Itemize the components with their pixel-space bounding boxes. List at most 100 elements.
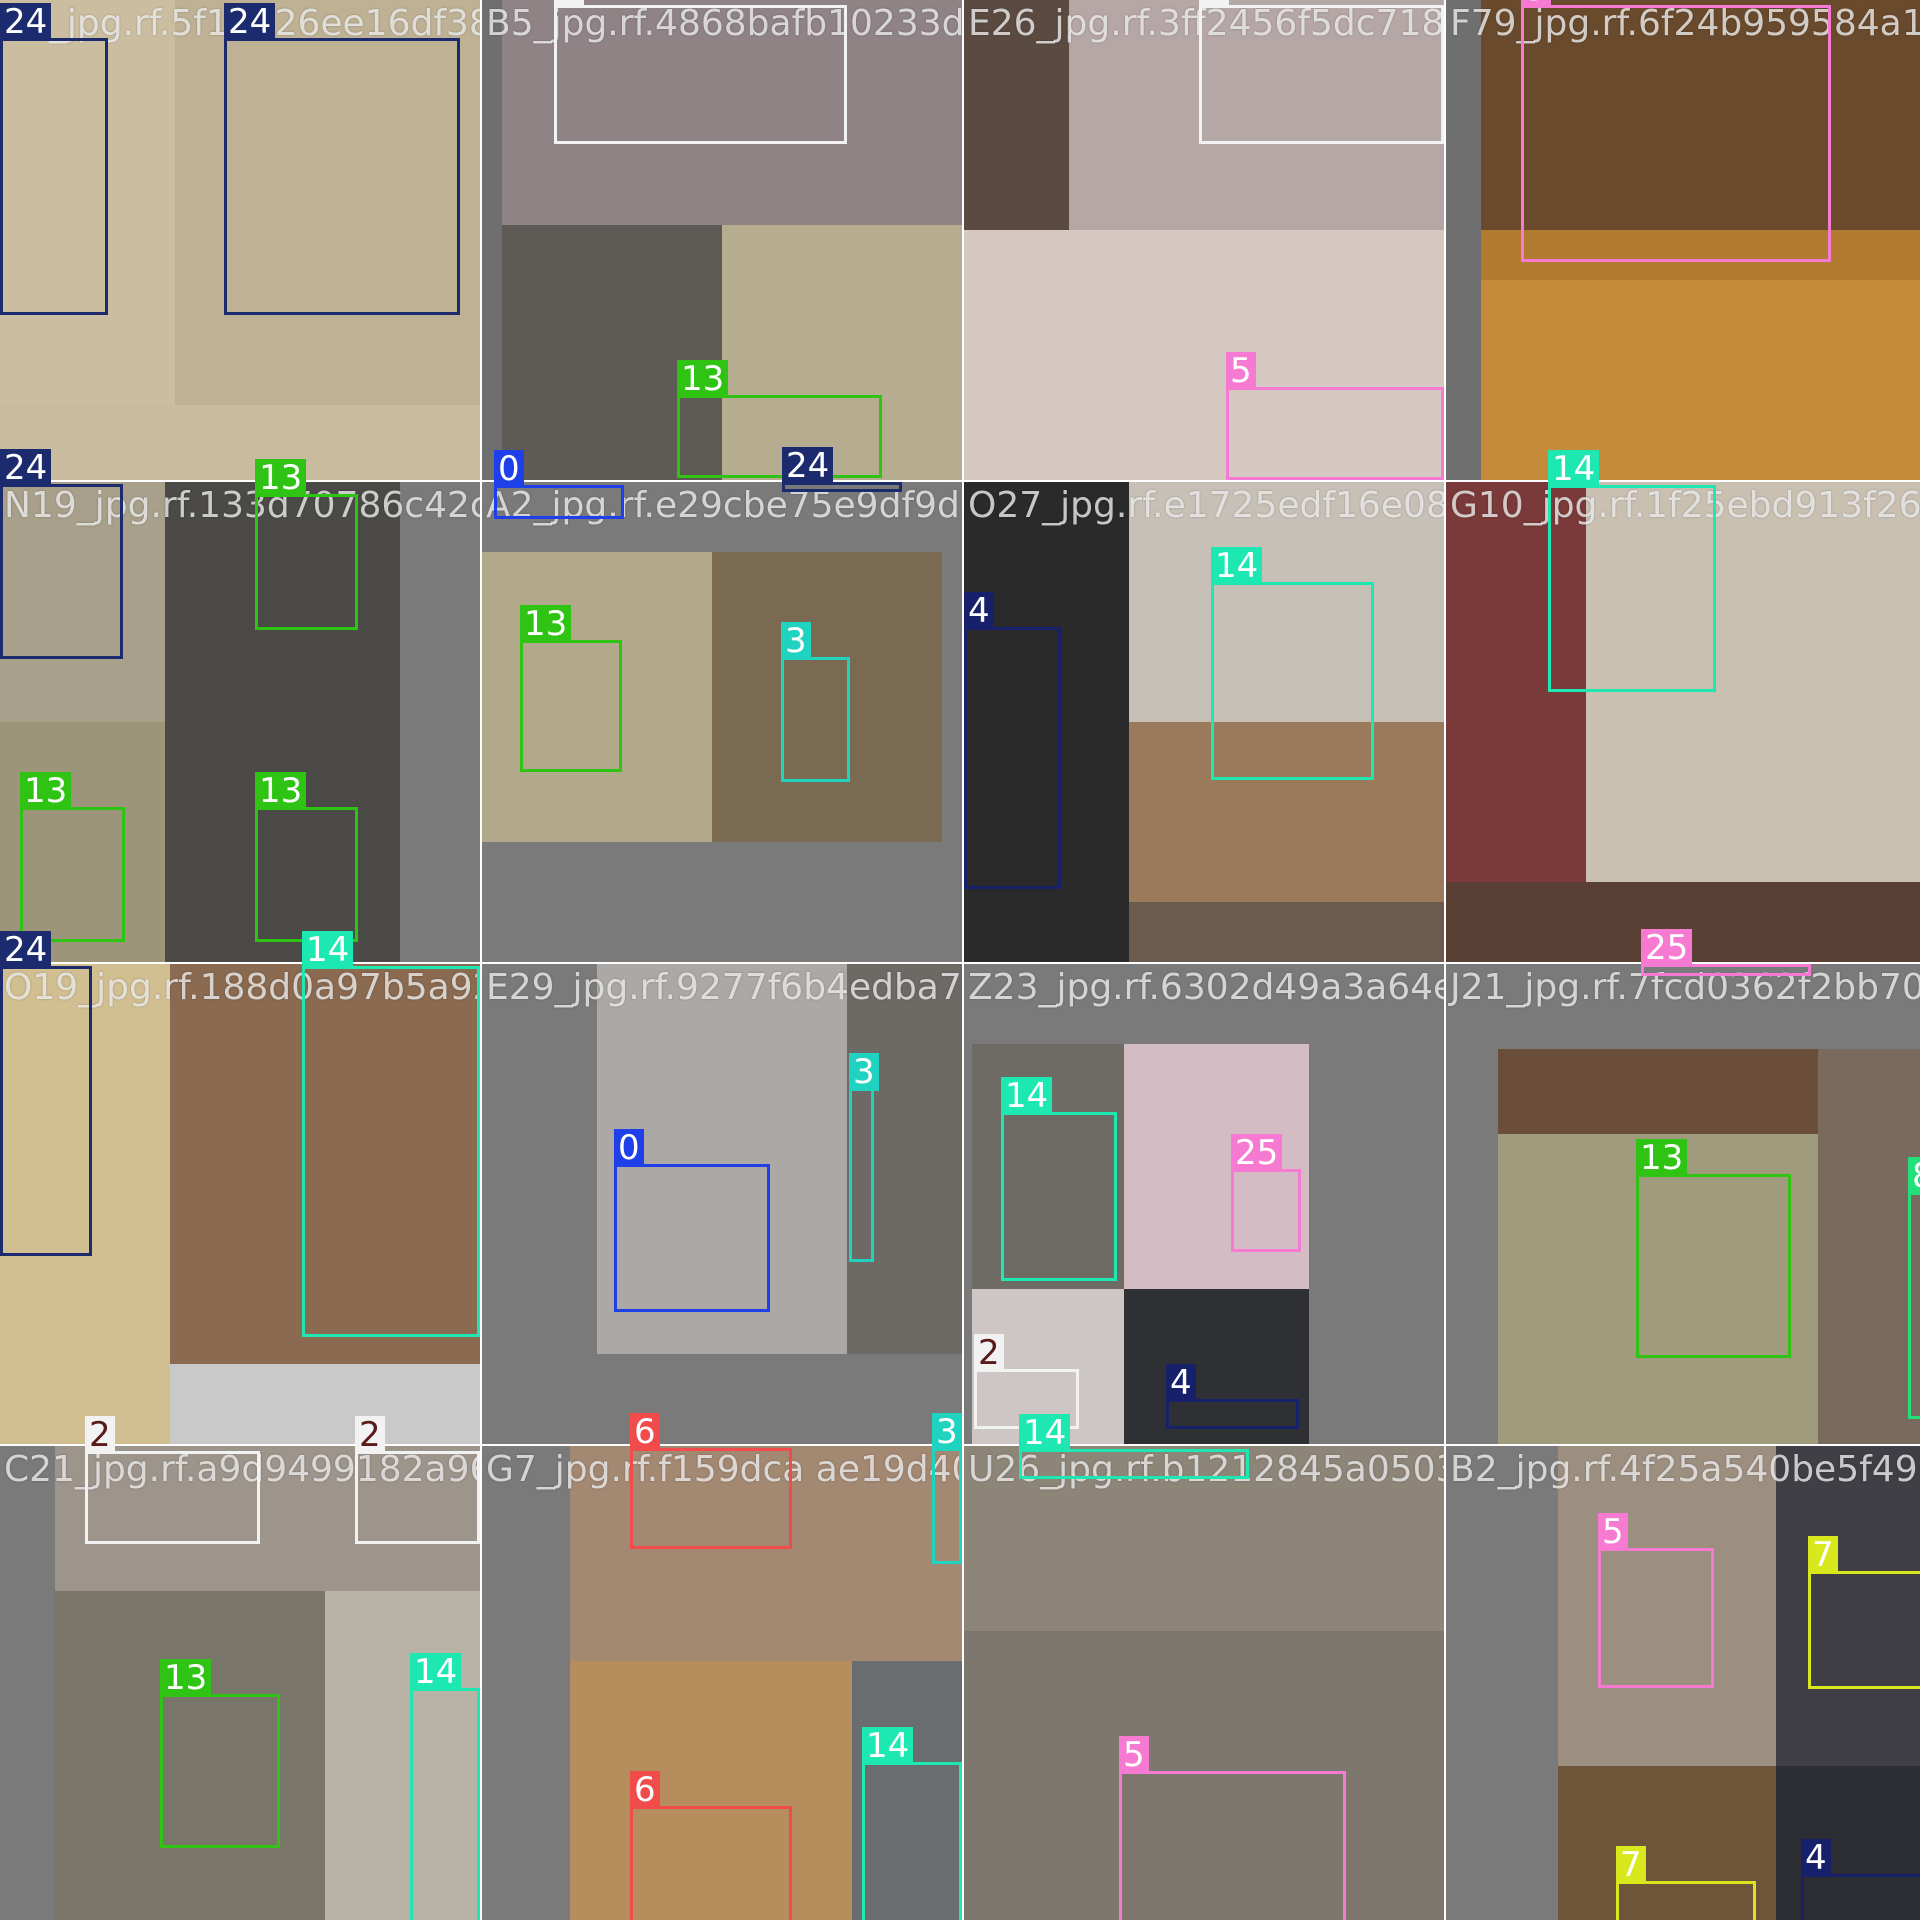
- photo-region: [847, 964, 962, 1354]
- mosaic-tile: O27_jpg.rf.e1725edf16e08ef92: [964, 482, 1444, 962]
- class-label: 2: [355, 1416, 385, 1454]
- class-label: 5: [1119, 1736, 1149, 1774]
- bounding-box: 5: [1226, 352, 1444, 480]
- photo-region: [1818, 1049, 1920, 1444]
- bounding-box: 14: [1019, 1414, 1249, 1479]
- bounding-box: 6: [630, 1413, 792, 1549]
- class-label: 24: [0, 931, 52, 969]
- mosaic-tile: Z23_jpg.rf.6302d49a3a64e378: [964, 964, 1444, 1444]
- photo-region: [325, 1591, 480, 1920]
- class-label: 13: [255, 459, 307, 497]
- photo-region: [502, 225, 722, 480]
- bounding-box: 25: [1641, 929, 1811, 976]
- bounding-box: 5: [1521, 0, 1831, 262]
- class-label: 25: [1641, 929, 1693, 967]
- class-label: 14: [1019, 1414, 1071, 1452]
- class-label: 7: [1808, 1536, 1838, 1574]
- mosaic-tile: B5_jpg.rf.4868bafb10233d183: [482, 0, 962, 480]
- bounding-box: 6: [630, 1771, 792, 1920]
- photo-region: [482, 1354, 962, 1444]
- bounding-box: 2: [1199, 0, 1444, 144]
- class-label: 5: [1226, 352, 1256, 390]
- bounding-box: 14: [1001, 1077, 1117, 1281]
- bounding-box: 4: [1166, 1364, 1299, 1429]
- photo-region: [1446, 482, 1586, 882]
- class-label: 4: [1166, 1364, 1196, 1402]
- photo-region: [482, 0, 502, 480]
- bounding-box: 13: [160, 1659, 280, 1848]
- photo-region: [852, 1661, 962, 1920]
- class-label: 3: [932, 1413, 962, 1451]
- bounding-box: 13: [255, 772, 358, 942]
- class-label: 14: [302, 931, 354, 969]
- class-label: 13: [255, 772, 307, 810]
- bounding-box: 24: [0, 3, 108, 315]
- class-label: 14: [410, 1653, 462, 1691]
- bounding-box: 14: [1211, 547, 1374, 780]
- tile-filename: Z23_jpg.rf.6302d49a3a64e378: [968, 967, 1444, 1008]
- bounding-box: 24: [782, 447, 902, 492]
- class-label: 24: [782, 447, 834, 485]
- class-label: 2: [554, 0, 584, 8]
- bounding-box: 5: [1119, 1736, 1346, 1920]
- class-label: 3: [781, 622, 811, 660]
- bounding-box: 0: [494, 450, 624, 519]
- class-label: 13: [520, 605, 572, 643]
- photo-region: [964, 1631, 1444, 1920]
- photo-region: [1129, 722, 1444, 902]
- bounding-box: 3: [849, 1053, 879, 1262]
- class-label: 4: [1801, 1839, 1831, 1877]
- photo-region: [570, 1446, 962, 1661]
- bounding-box: 7: [1808, 1536, 1920, 1689]
- bounding-box: 13: [677, 360, 882, 478]
- bounding-box: 2: [355, 1416, 480, 1544]
- photo-region: [712, 552, 942, 842]
- class-label: 13: [1636, 1139, 1688, 1177]
- bounding-box: 5: [1598, 1513, 1714, 1688]
- class-label: 24: [0, 449, 52, 487]
- bounding-box: 24: [0, 449, 123, 659]
- class-label: 14: [1548, 450, 1600, 488]
- bounding-box: 13: [520, 605, 622, 772]
- photo-region: [1481, 280, 1920, 480]
- photo-region: [165, 482, 400, 962]
- photo-region: [170, 1364, 480, 1444]
- class-label: 13: [160, 1659, 212, 1697]
- photo-region: [0, 964, 170, 1444]
- photo-region: [170, 964, 480, 1364]
- bounding-box: 13: [1636, 1139, 1791, 1358]
- bounding-box: 24: [0, 931, 92, 1256]
- mosaic-tile: J21_jpg.rf.7fcd0362f2bb7051c: [1446, 964, 1920, 1444]
- bounding-box: 14: [302, 931, 480, 1337]
- photo-region: [482, 0, 962, 225]
- bounding-box: 4: [964, 592, 1061, 889]
- class-label: 24: [0, 3, 52, 41]
- class-label: 0: [494, 450, 524, 488]
- class-label: 3: [849, 1053, 879, 1091]
- photo-region: [1446, 0, 1481, 480]
- bounding-box: 0: [614, 1129, 770, 1312]
- bounding-box: 2: [85, 1416, 260, 1544]
- photo-region: [400, 482, 480, 962]
- bounding-box: 3: [781, 622, 850, 782]
- photo-region: [1776, 1766, 1920, 1920]
- class-label: 8: [1908, 1157, 1920, 1195]
- class-label: 13: [677, 360, 729, 398]
- class-label: 14: [1001, 1077, 1053, 1115]
- class-label: 7: [1616, 1846, 1646, 1884]
- photo-region: [1776, 1446, 1920, 1766]
- photo-region: [1498, 1049, 1818, 1134]
- class-label: 4: [964, 592, 994, 630]
- photo-region: [0, 405, 480, 480]
- class-label: 2: [974, 1334, 1004, 1372]
- bounding-box: 13: [255, 459, 358, 630]
- class-label: 5: [1598, 1513, 1628, 1551]
- bounding-box: 14: [1548, 450, 1716, 692]
- bounding-box: 3: [932, 1413, 962, 1564]
- photo-region: [964, 0, 1069, 230]
- photo-region: [1124, 1289, 1309, 1444]
- photo-region: [1481, 0, 1920, 230]
- class-label: 13: [20, 772, 72, 810]
- photo-region: [964, 230, 1444, 480]
